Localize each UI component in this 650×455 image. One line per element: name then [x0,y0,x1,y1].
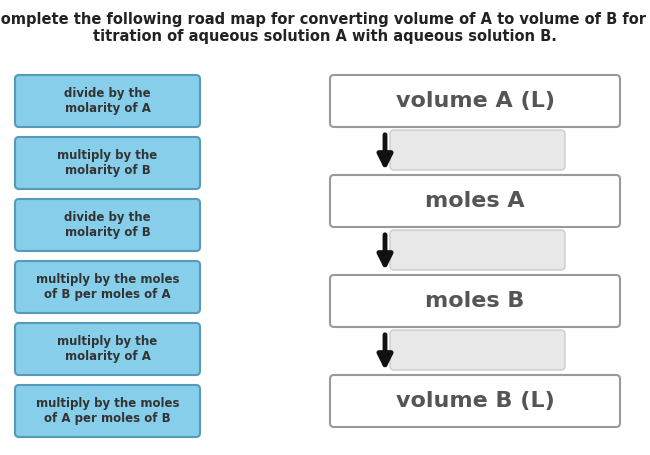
FancyBboxPatch shape [330,275,620,327]
Text: moles B: moles B [425,291,525,311]
FancyBboxPatch shape [15,261,200,313]
FancyBboxPatch shape [330,375,620,427]
FancyBboxPatch shape [15,199,200,251]
FancyBboxPatch shape [15,137,200,189]
Text: multiply by the
molarity of A: multiply by the molarity of A [57,335,157,363]
FancyBboxPatch shape [15,323,200,375]
FancyBboxPatch shape [15,385,200,437]
Text: divide by the
molarity of B: divide by the molarity of B [64,211,151,239]
Text: multiply by the moles
of B per moles of A: multiply by the moles of B per moles of … [36,273,179,301]
FancyBboxPatch shape [390,230,565,270]
Text: divide by the
molarity of A: divide by the molarity of A [64,87,151,115]
Text: volume A (L): volume A (L) [395,91,554,111]
FancyBboxPatch shape [390,130,565,170]
FancyBboxPatch shape [15,75,200,127]
Text: volume B (L): volume B (L) [396,391,554,411]
Text: multiply by the
molarity of B: multiply by the molarity of B [57,149,157,177]
FancyBboxPatch shape [330,175,620,227]
Text: Complete the following road map for converting volume of A to volume of B for a
: Complete the following road map for conv… [0,12,650,45]
FancyBboxPatch shape [330,75,620,127]
Text: multiply by the moles
of A per moles of B: multiply by the moles of A per moles of … [36,397,179,425]
FancyBboxPatch shape [390,330,565,370]
Text: moles A: moles A [425,191,525,211]
